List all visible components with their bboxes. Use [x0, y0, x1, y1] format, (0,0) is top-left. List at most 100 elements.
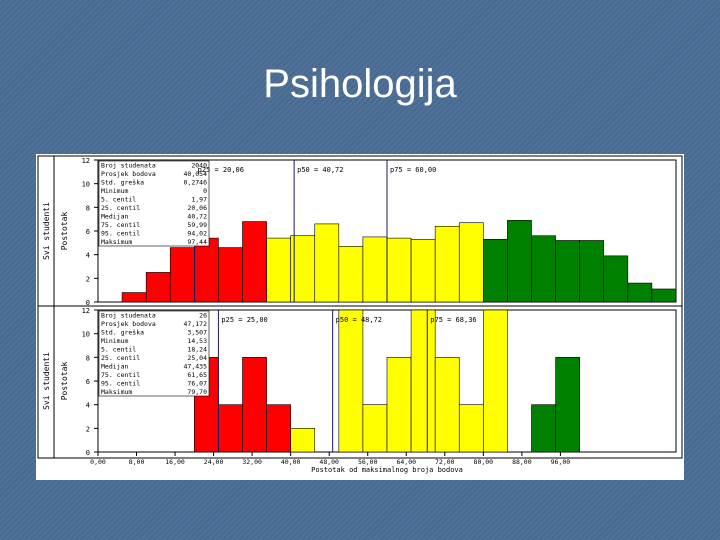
percentile-label: p75 = 68,36: [430, 316, 476, 324]
y-axis-label: Postotak: [60, 362, 69, 401]
histogram-bar: [386, 357, 412, 453]
stats-value: 25,04: [187, 354, 207, 362]
chart-figure: Svi studenti Postotak 0 2 4 6 8 10 12 p25 = 20,06…: [36, 154, 684, 480]
stats-label: Maksimum: [101, 388, 132, 396]
y-tick-label: 2: [86, 275, 90, 283]
y-tick-label: 10: [82, 331, 90, 339]
stats-value: 14,53: [187, 337, 207, 345]
histogram-bar: [434, 225, 460, 303]
stats-value: 79,70: [187, 388, 207, 396]
histogram-bar: [555, 357, 580, 453]
histogram-bar: [362, 236, 388, 303]
slide-title: Psihologija: [263, 62, 457, 106]
x-tick-label: 0,00: [90, 458, 106, 466]
stats-value: 61,65: [187, 371, 207, 379]
x-tick-label: 64,00: [396, 458, 416, 466]
stats-value: 76,07: [187, 380, 207, 388]
stats-value: 3,507: [187, 329, 207, 337]
stats-label: Prosjek bodova: [101, 320, 156, 328]
percentile-label: p50 = 40,72: [297, 166, 343, 174]
histogram-bar: [194, 237, 219, 303]
histogram-bar: [169, 247, 195, 303]
y-tick-label: 8: [86, 204, 90, 212]
histogram-bar: [434, 357, 460, 453]
histogram-bar: [290, 428, 316, 453]
percentile-label: p25 = 20,06: [198, 166, 244, 174]
histogram-bar: [603, 255, 629, 303]
panel-side-label: Svi studenti: [42, 352, 51, 410]
y-tick-label: 12: [82, 307, 90, 315]
x-tick-label: 48,00: [319, 458, 339, 466]
stats-value: 97,44: [187, 238, 207, 246]
stats-value: 0,2746: [184, 179, 208, 187]
histogram-bar: [314, 223, 340, 303]
y-tick-label: 2: [86, 425, 90, 433]
stats-value: 94,02: [187, 230, 207, 238]
histogram-bar: [338, 246, 364, 303]
stats-value: 26: [199, 312, 207, 320]
x-tick-label: 16,00: [165, 458, 185, 466]
y-tick-label: 0: [86, 449, 90, 457]
histogram-bar: [242, 221, 267, 303]
stats-label: 95. centil: [101, 230, 140, 238]
histogram-bar: [218, 404, 243, 453]
x-tick-label: 80,00: [474, 458, 494, 466]
stats-label: Prosjek bodova: [101, 170, 156, 178]
x-tick-label: 56,00: [358, 458, 378, 466]
histogram-bar: [386, 237, 412, 303]
stats-value: 18,24: [187, 346, 207, 354]
stats-value: 0: [203, 187, 207, 195]
stats-label: Minimum: [101, 337, 128, 345]
y-tick-label: 12: [82, 157, 90, 165]
stats-label: Broj studenata: [101, 312, 156, 320]
histogram-bar: [121, 292, 147, 303]
histogram-bar: [555, 240, 580, 303]
panel-top: [38, 159, 682, 307]
histogram-bar: [483, 309, 508, 453]
stats-value: 20,06: [187, 204, 207, 212]
stats-value: 47,172: [184, 320, 208, 328]
x-tick-label: 24,00: [204, 458, 224, 466]
y-tick-label: 4: [86, 252, 90, 260]
histogram-bar: [531, 235, 556, 303]
histogram-bar: [218, 247, 243, 303]
stats-value: 1,97: [191, 196, 207, 204]
stats-table: [98, 160, 210, 247]
y-tick-label: 10: [82, 181, 90, 189]
stats-value: 2040: [191, 162, 207, 170]
histogram-bar: [362, 404, 388, 453]
stats-label: 5. centil: [101, 196, 136, 204]
stats-label: 25. centil: [101, 354, 140, 362]
x-tick-label: 32,00: [242, 458, 262, 466]
histogram-bar: [410, 238, 436, 303]
y-tick-label: 4: [86, 402, 90, 410]
stats-label: 5. centil: [101, 346, 136, 354]
histogram-bar: [145, 272, 171, 303]
y-tick-label: 6: [86, 228, 90, 236]
stats-label: Std. greška: [101, 179, 144, 187]
histogram-bar: [458, 222, 484, 303]
stats-label: 75. centil: [101, 371, 140, 379]
y-tick-label: 6: [86, 378, 90, 386]
histogram-bar: [458, 404, 484, 453]
histogram-bar: [483, 238, 508, 303]
stats-value: 47,435: [184, 363, 208, 371]
percentile-label: p25 = 25,00: [221, 316, 267, 324]
histogram-bar: [266, 237, 291, 303]
x-tick-label: 96,00: [551, 458, 571, 466]
histogram-bar: [651, 288, 677, 303]
stats-label: Medijan: [101, 363, 128, 371]
stats-value: 40,72: [187, 213, 207, 221]
histogram-chart: Svi studenti Postotak 0 2 4 6 8 10 12 p25 = 20,06…: [37, 155, 683, 474]
stats-label: Minimum: [101, 187, 128, 195]
percentile-label: p50 = 48,72: [336, 316, 382, 324]
x-axis-label: Postotak od maksimalnog broja bodova: [311, 466, 463, 474]
stats-label: Broj studenata: [101, 162, 156, 170]
histogram-bar: [531, 404, 556, 453]
panel-side-label: Svi studenti: [42, 202, 51, 260]
stats-label: 95. centil: [101, 380, 140, 388]
stats-label: 75. centil: [101, 221, 140, 229]
y-tick-label: 8: [86, 354, 90, 362]
x-tick-label: 8,00: [129, 458, 145, 466]
x-tick-label: 40,00: [281, 458, 301, 466]
